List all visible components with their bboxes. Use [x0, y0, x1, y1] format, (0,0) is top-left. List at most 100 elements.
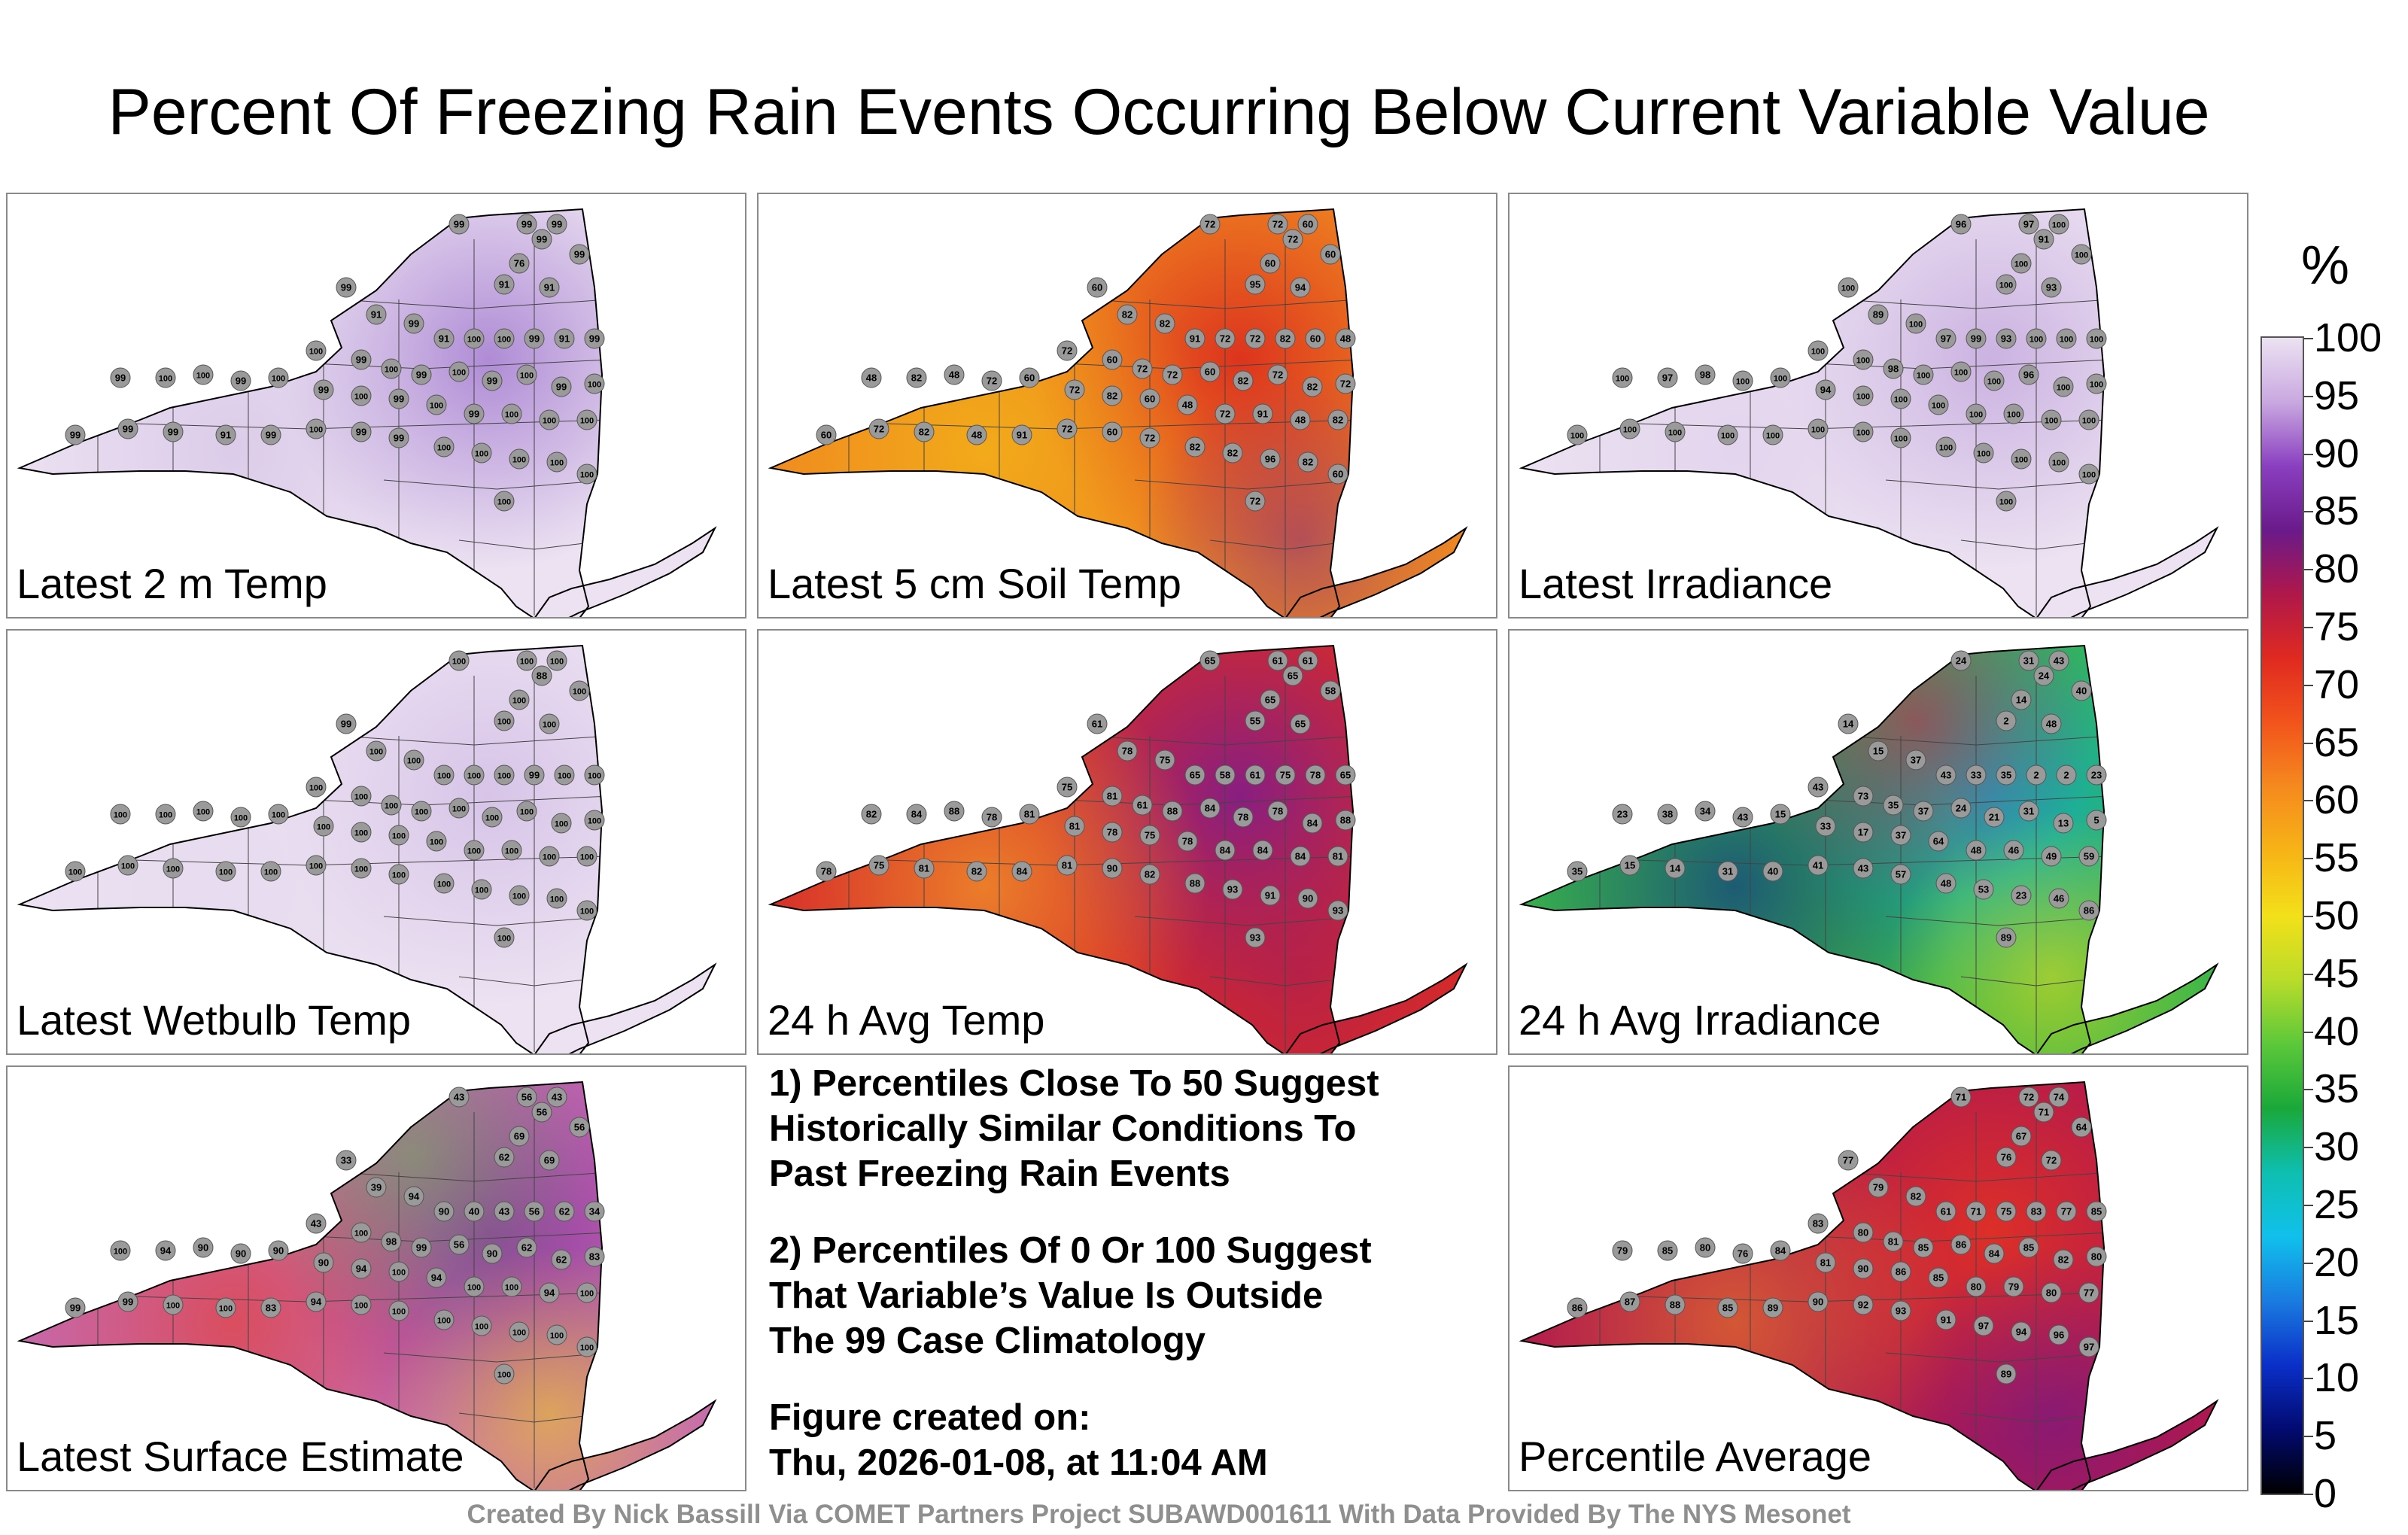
station-marker: 100 [2078, 464, 2099, 485]
svg-text:100: 100 [497, 935, 511, 944]
station-marker: 99 [313, 379, 334, 400]
station-marker: 100 [1996, 274, 2017, 295]
station-marker: 99 [230, 370, 251, 391]
svg-text:99: 99 [416, 1242, 427, 1254]
svg-text:64: 64 [2076, 1122, 2087, 1133]
svg-text:100: 100 [309, 862, 323, 871]
svg-text:56: 56 [529, 1206, 540, 1217]
svg-text:84: 84 [1017, 866, 1028, 877]
svg-text:48: 48 [1295, 415, 1306, 426]
svg-text:97: 97 [2084, 1342, 2094, 1353]
svg-text:72: 72 [1220, 409, 1230, 420]
station-marker: 100 [539, 409, 560, 430]
station-marker: 100 [426, 394, 447, 415]
svg-text:79: 79 [1873, 1182, 1884, 1193]
svg-text:100: 100 [1932, 402, 1945, 411]
station-marker: 95 [1245, 274, 1266, 295]
station-marker: 100 [366, 740, 387, 761]
station-marker: 31 [1717, 861, 1738, 882]
station-marker: 100 [494, 491, 515, 512]
station-marker: 90 [230, 1243, 251, 1264]
station-marker: 90 [1808, 1291, 1829, 1312]
svg-text:43: 43 [552, 1092, 562, 1103]
svg-text:58: 58 [1220, 770, 1230, 781]
map-canvas: 99 99 99 99 76 91 91 99 99 91 99 91 100 100 99 91 99 100 9… [17, 208, 717, 617]
svg-text:100: 100 [1623, 426, 1637, 435]
station-marker: 100 [2071, 244, 2092, 265]
colorbar-tick-mark [2304, 973, 2313, 975]
station-marker: 35 [1996, 764, 2017, 786]
svg-text:60: 60 [1265, 258, 1275, 269]
svg-text:80: 80 [2091, 1251, 2102, 1263]
station-marker: 82 [1905, 1186, 1926, 1207]
svg-text:15: 15 [1873, 746, 1884, 757]
svg-text:80: 80 [1858, 1227, 1868, 1239]
svg-text:69: 69 [544, 1155, 555, 1166]
svg-text:100: 100 [1894, 435, 1908, 444]
station-marker: 100 [494, 1363, 515, 1385]
station-marker: 100 [1853, 385, 1874, 406]
svg-text:100: 100 [2090, 381, 2103, 390]
station-marker: 80 [2086, 1246, 2107, 1267]
svg-text:100: 100 [159, 375, 172, 384]
svg-text:100: 100 [2075, 251, 2088, 260]
station-marker: 65 [1184, 764, 1206, 786]
station-marker: 58 [1320, 680, 1341, 701]
station-marker: 100 [2056, 328, 2077, 349]
station-marker: 37 [1913, 801, 1934, 822]
svg-text:99: 99 [115, 372, 126, 384]
svg-text:100: 100 [573, 688, 586, 697]
svg-text:86: 86 [1896, 1266, 1906, 1278]
station-marker: 84 [1199, 798, 1221, 819]
svg-text:82: 82 [1107, 391, 1117, 402]
station-marker: 97 [1935, 328, 1956, 349]
map-panel-irradiance: 96 97 100 91 100 100 93 100 100 89 100 97 99 93 100 100… [1508, 193, 2248, 619]
station-marker: 99 [110, 367, 131, 388]
svg-text:14: 14 [1670, 863, 1681, 874]
station-marker: 100 [576, 900, 597, 921]
svg-text:100: 100 [392, 832, 406, 841]
station-marker: 60 [1260, 253, 1281, 274]
svg-text:72: 72 [1220, 333, 1230, 345]
station-marker: 48 [966, 424, 987, 445]
svg-text:76: 76 [1738, 1248, 1748, 1260]
svg-text:100: 100 [588, 817, 601, 826]
svg-text:99: 99 [341, 719, 351, 730]
svg-text:24: 24 [1956, 803, 1967, 814]
station-marker: 85 [1913, 1237, 1934, 1258]
svg-text:46: 46 [2008, 845, 2019, 856]
station-marker: 100 [351, 1222, 372, 1243]
station-marker: 100 [471, 442, 492, 464]
svg-text:100: 100 [354, 793, 368, 802]
station-marker: 100 [306, 855, 327, 876]
svg-text:23: 23 [2091, 770, 2102, 781]
station-marker: 100 [546, 1324, 567, 1345]
station-marker: 100 [260, 861, 281, 882]
svg-text:100: 100 [2029, 336, 2043, 345]
svg-text:55: 55 [1250, 716, 1260, 727]
station-marker: 62 [494, 1147, 515, 1168]
svg-text:100: 100 [196, 372, 210, 381]
station-marker: 99 [411, 364, 432, 385]
svg-text:99: 99 [529, 770, 540, 781]
svg-text:99: 99 [70, 1302, 81, 1314]
svg-text:83: 83 [266, 1302, 276, 1314]
svg-text:82: 82 [1307, 381, 1318, 393]
svg-text:100: 100 [437, 1317, 451, 1326]
svg-text:53: 53 [1978, 884, 1989, 895]
svg-text:81: 81 [1069, 821, 1080, 832]
svg-text:100: 100 [2082, 417, 2096, 426]
svg-text:78: 78 [1310, 770, 1321, 781]
svg-text:100: 100 [467, 336, 481, 345]
station-marker: 61 [1935, 1201, 1956, 1222]
svg-text:100: 100 [497, 336, 511, 345]
svg-text:61: 61 [1272, 655, 1283, 667]
station-marker: 64 [2071, 1117, 2092, 1138]
svg-text:96: 96 [1265, 454, 1275, 465]
station-marker: 35 [1567, 861, 1588, 882]
svg-text:100: 100 [475, 886, 488, 895]
svg-text:90: 90 [236, 1248, 246, 1260]
svg-text:82: 82 [1122, 309, 1133, 321]
svg-text:85: 85 [2091, 1206, 2102, 1217]
station-marker: 99 [388, 388, 409, 409]
